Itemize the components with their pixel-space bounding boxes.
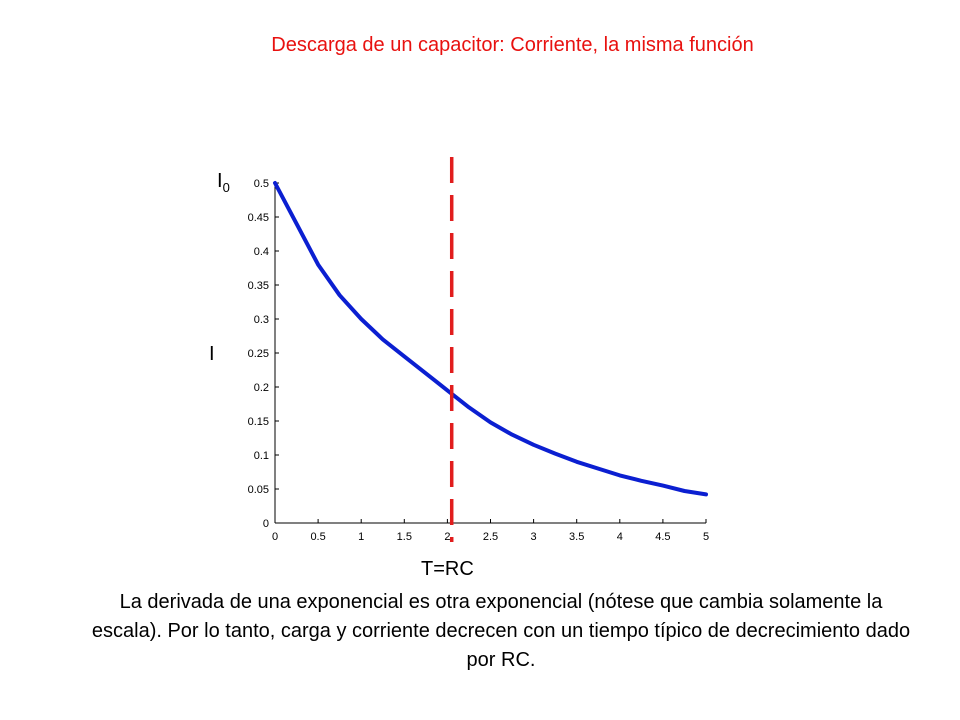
y-tick-label: 0.15: [248, 416, 269, 428]
y-axis-label-i0-main: I: [217, 170, 223, 192]
x-tick-label: 3: [531, 531, 537, 543]
y-tick-label: 0.3: [254, 314, 269, 326]
y-tick-label: 0.05: [248, 484, 269, 496]
x-tick-label: 0: [272, 531, 278, 543]
x-tick-label: 2: [444, 531, 450, 543]
y-tick-label: 0.25: [248, 348, 269, 360]
x-tick-label: 0.5: [310, 531, 325, 543]
y-tick-label: 0.2: [254, 382, 269, 394]
x-tick-label: 5: [703, 531, 709, 543]
y-axis-label-i: I: [209, 343, 215, 365]
x-tick-label: 1.5: [397, 531, 412, 543]
y-axis-label-i0-subscript: 0: [222, 180, 230, 195]
y-axis-label-i0: I0: [217, 170, 230, 195]
y-tick-label: 0.4: [254, 246, 269, 258]
slide-title: Descarga de un capacitor: Corriente, la …: [271, 34, 754, 56]
caption-text: La derivada de una exponencial es otra e…: [91, 591, 911, 671]
x-tick-label: 3.5: [569, 531, 584, 543]
y-tick-label: 0.45: [248, 212, 269, 224]
y-tick-label: 0.35: [248, 280, 269, 292]
x-tick-label: 1: [358, 531, 364, 543]
current-decay-curve: [273, 181, 708, 497]
y-tick-label: 0: [263, 518, 269, 530]
x-tick-label: 4.5: [655, 531, 670, 543]
y-tick-label: 0.1: [254, 450, 269, 462]
x-tick-label: 2.5: [483, 531, 498, 543]
y-tick-label: 0.5: [254, 178, 269, 190]
x-tick-label: 4: [617, 531, 623, 543]
rc-marker-label: T=RC: [421, 558, 474, 580]
